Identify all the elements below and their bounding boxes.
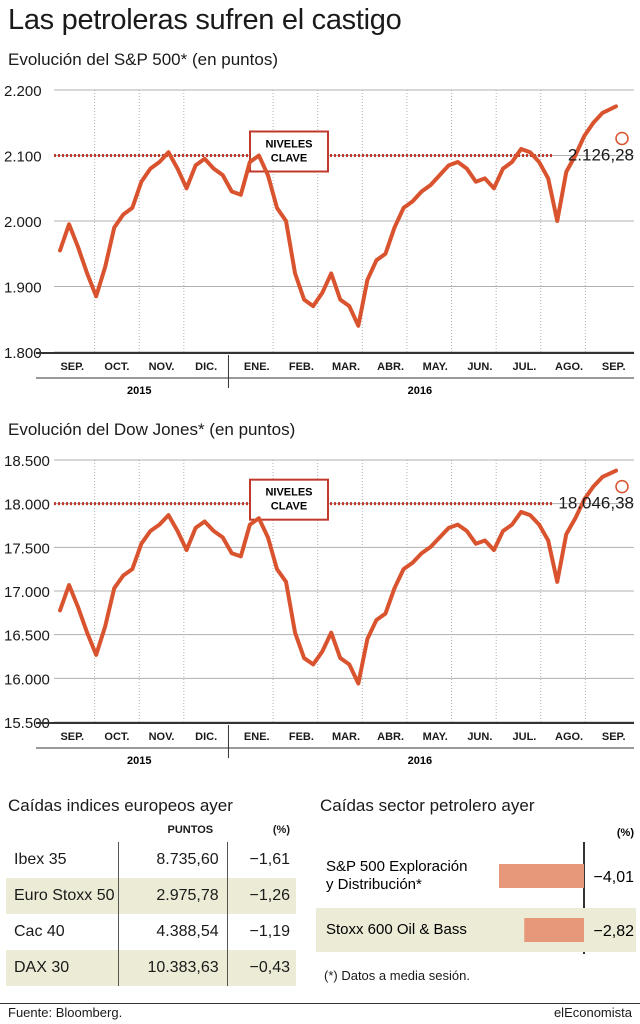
month-label: JUL. bbox=[513, 731, 537, 743]
oil-table-title: Caídas sector petrolero ayer bbox=[320, 796, 535, 815]
y-tick-label: 15.500 bbox=[4, 715, 50, 732]
index-pct: −1,19 bbox=[249, 923, 290, 940]
index-name: Cac 40 bbox=[6, 914, 120, 950]
month-label: SEP. bbox=[60, 361, 84, 373]
key-level-label: CLAVE bbox=[271, 153, 307, 165]
x-axis bbox=[36, 722, 634, 724]
series-line bbox=[58, 104, 618, 328]
table-row: Cac 40 4.388,54 −1,19 bbox=[6, 914, 296, 950]
month-label: ENE. bbox=[244, 361, 270, 373]
x-axis bbox=[36, 352, 634, 354]
month-label: ABR. bbox=[377, 731, 404, 743]
month-label: FEB. bbox=[289, 361, 314, 373]
index-points: 10.383,63 bbox=[118, 950, 228, 986]
oil-row-label: S&P 500 Exploración bbox=[326, 858, 467, 875]
month-label: OCT. bbox=[104, 361, 129, 373]
source: Fuente: Bloomberg. bbox=[8, 1005, 123, 1020]
month-label: AGO. bbox=[555, 731, 583, 743]
y-tick-label: 1.800 bbox=[4, 345, 42, 362]
index-pct: −1,26 bbox=[249, 887, 290, 904]
month-label: MAY. bbox=[423, 731, 448, 743]
brand: elEconomista bbox=[553, 1005, 632, 1020]
month-label: ENE. bbox=[244, 731, 270, 743]
month-label: MAR. bbox=[332, 361, 360, 373]
oil-row-label: y Distribución* bbox=[326, 876, 422, 893]
month-label: JUL. bbox=[513, 361, 537, 373]
chart-title: Las petroleras sufren el castigo bbox=[8, 4, 402, 36]
chart2-subtitle: Evolución del Dow Jones* (en puntos) bbox=[8, 420, 296, 439]
index-points: 4.388,54 bbox=[118, 914, 228, 950]
key-level-label: CLAVE bbox=[271, 501, 307, 513]
month-label: AGO. bbox=[555, 361, 583, 373]
index-pct: −0,43 bbox=[249, 959, 290, 976]
year-label: 2015 bbox=[127, 385, 151, 397]
year-label: 2016 bbox=[408, 755, 432, 767]
index-name: Euro Stoxx 50 bbox=[6, 878, 120, 914]
y-tick-label: 16.500 bbox=[4, 628, 50, 645]
year-label: 2015 bbox=[127, 755, 151, 767]
index-name: DAX 30 bbox=[6, 950, 120, 986]
y-tick-label: 1.900 bbox=[4, 280, 42, 297]
month-label: OCT. bbox=[104, 731, 129, 743]
oil-bar bbox=[524, 918, 584, 942]
oil-value-label: −2,82 bbox=[594, 923, 635, 940]
month-label: MAR. bbox=[332, 731, 360, 743]
month-label: ABR. bbox=[377, 361, 404, 373]
key-level-box bbox=[249, 478, 329, 521]
month-label: DIC. bbox=[195, 361, 217, 373]
key-level-label: NIVELES bbox=[265, 487, 312, 499]
col-pct: (%) bbox=[272, 824, 290, 836]
oil-row-label: Stoxx 600 Oil & Bass bbox=[326, 921, 467, 938]
month-label: NOV. bbox=[149, 361, 175, 373]
end-marker bbox=[615, 479, 629, 494]
dowjones-chart: 18.500 18.000 17.500 17.000 16.500 16.000 15.5… bbox=[4, 453, 634, 767]
y-tick-label: 18.000 bbox=[4, 497, 50, 514]
y-tick-label: 18.500 bbox=[4, 453, 50, 470]
series-line bbox=[58, 468, 618, 686]
y-tick-label: 2.200 bbox=[4, 83, 42, 100]
y-tick-label: 2.100 bbox=[4, 149, 42, 166]
y-tick-label: 17.500 bbox=[4, 540, 50, 557]
year-label: 2016 bbox=[408, 385, 432, 397]
table-row: Euro Stoxx 50 2.975,78 −1,26 bbox=[6, 878, 296, 914]
y-tick-label: 16.000 bbox=[4, 671, 50, 688]
month-label: SEP. bbox=[602, 361, 626, 373]
chart1-subtitle: Evolución del S&P 500* (en puntos) bbox=[8, 50, 278, 69]
footer-rule bbox=[0, 1003, 640, 1004]
table-row: DAX 30 10.383,63 −0,43 bbox=[6, 950, 296, 986]
month-label: JUN. bbox=[467, 731, 492, 743]
sp500-chart: 2.200 2.100 2.000 1.900 1.800 SEP. OCT. NOV. DIC… bbox=[4, 83, 634, 397]
month-label: JUN. bbox=[467, 361, 492, 373]
col-puntos: PUNTOS bbox=[167, 824, 214, 836]
index-pct: −1,61 bbox=[249, 851, 290, 868]
end-marker bbox=[615, 131, 629, 146]
europe-table-title: Caídas indices europeos ayer bbox=[8, 796, 233, 815]
key-level-label: NIVELES bbox=[265, 139, 312, 151]
index-name: Ibex 35 bbox=[6, 842, 120, 878]
europe-table: PUNTOS (%) Ibex 35 8.735,60 −1,61 Euro S… bbox=[6, 818, 296, 986]
month-label: DIC. bbox=[195, 731, 217, 743]
oil-value-label: −4,01 bbox=[594, 869, 635, 886]
footnote: (*) Datos a media sesión. bbox=[324, 968, 470, 983]
month-label: FEB. bbox=[289, 731, 314, 743]
last-value-label: 18.046,38 bbox=[558, 494, 634, 513]
y-tick-label: 17.000 bbox=[4, 584, 50, 601]
month-label: MAY. bbox=[423, 361, 448, 373]
oil-pct-header: (%) bbox=[617, 827, 634, 839]
y-tick-label: 2.000 bbox=[4, 214, 42, 231]
table-row: Ibex 35 8.735,60 −1,61 bbox=[6, 842, 296, 878]
month-label: NOV. bbox=[149, 731, 175, 743]
index-points: 8.735,60 bbox=[118, 842, 228, 878]
index-points: 2.975,78 bbox=[118, 878, 228, 914]
month-label: SEP. bbox=[602, 731, 626, 743]
oil-bar bbox=[499, 864, 584, 888]
month-label: SEP. bbox=[60, 731, 84, 743]
last-value-label: 2.126,28 bbox=[568, 145, 634, 164]
